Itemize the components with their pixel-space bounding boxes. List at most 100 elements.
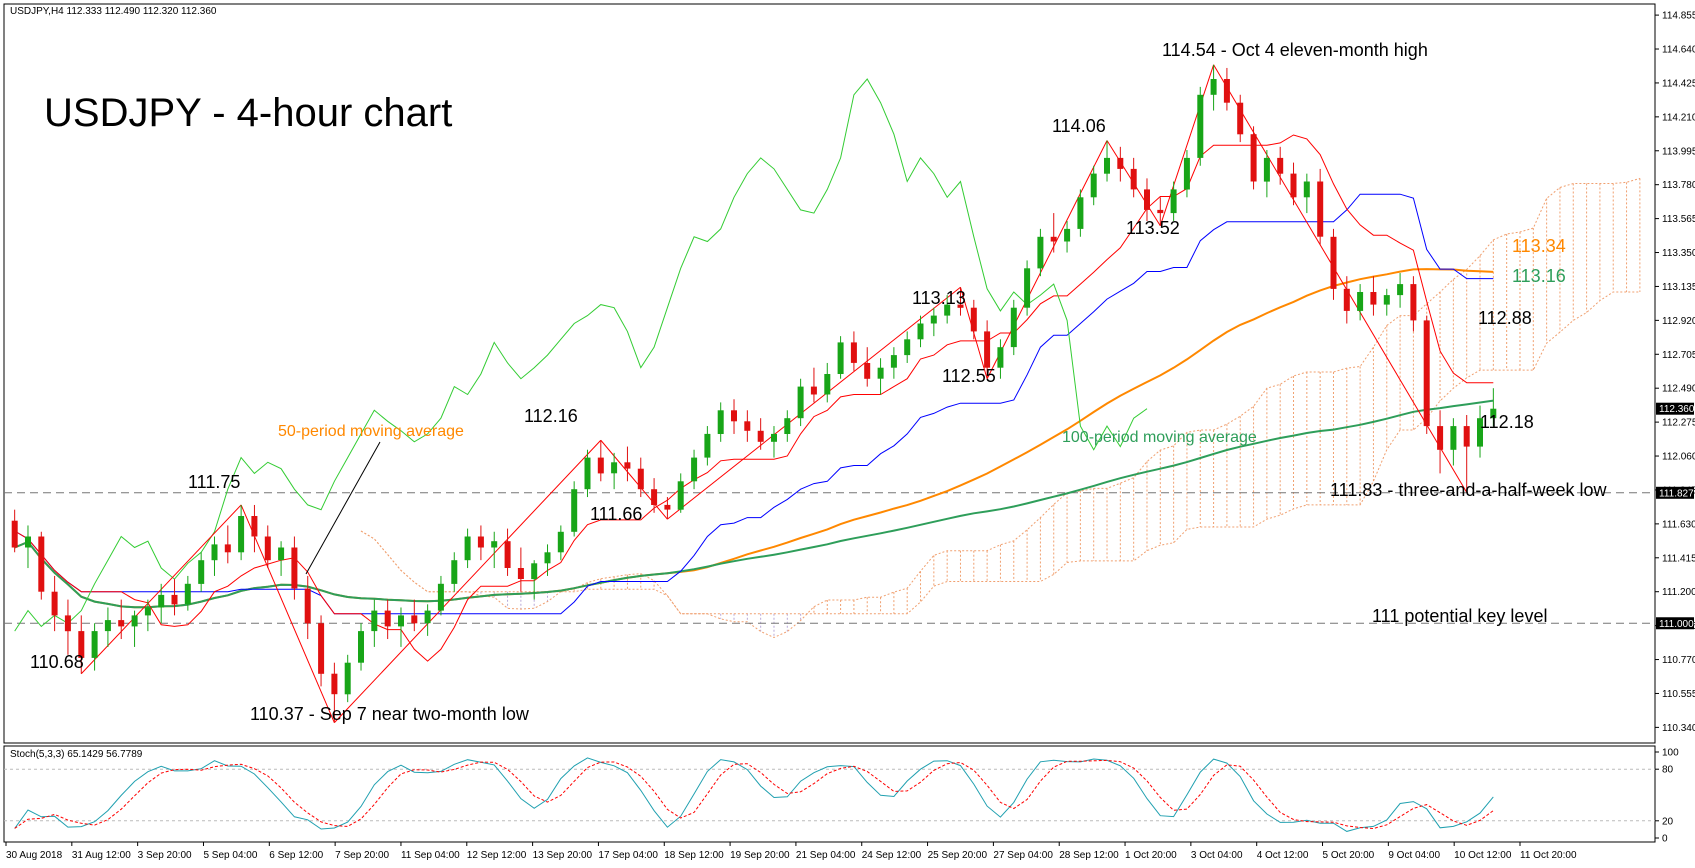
candle-body xyxy=(771,433,777,442)
candle-body xyxy=(1197,94,1204,158)
y-tick-label: 113.135 xyxy=(1662,282,1695,293)
label-112-18: 112.18 xyxy=(1480,412,1534,432)
ma100-line xyxy=(14,399,1494,609)
candle-body xyxy=(331,673,338,695)
candle-body xyxy=(291,547,298,589)
x-tick-label: 31 Aug 12:00 xyxy=(72,850,131,861)
x-tick-label: 12 Sep 12:00 xyxy=(467,850,527,861)
candle-body xyxy=(664,504,671,510)
price-axis: 114.855 114.640 114.425 114.210 113.995 113.7… xyxy=(1655,11,1695,734)
label-ma50: 50-period moving average xyxy=(278,423,464,440)
candle-body xyxy=(904,339,911,356)
candle-body xyxy=(517,568,524,579)
candle-body xyxy=(584,457,591,490)
candle-body xyxy=(224,544,231,553)
candle-body xyxy=(624,462,631,469)
x-tick-label: 18 Sep 12:00 xyxy=(664,850,724,861)
candle-body xyxy=(318,623,325,674)
label-111-83: 111.83 - three-and-a-half-week low xyxy=(1330,480,1607,500)
candle-body xyxy=(171,594,178,605)
y-tick-label: 113.565 xyxy=(1662,214,1695,225)
candle-body xyxy=(731,410,737,422)
candle-body xyxy=(1037,236,1044,269)
candle-body xyxy=(1263,157,1270,182)
candle-body xyxy=(11,520,18,548)
candle-body xyxy=(1157,209,1164,214)
candle-body xyxy=(1343,288,1350,311)
candle-body xyxy=(358,631,364,663)
label-113-13: 113.13 xyxy=(912,288,966,308)
candle-body xyxy=(1477,418,1483,447)
candle-body xyxy=(1317,181,1324,237)
candles xyxy=(11,64,1497,723)
candle-body xyxy=(38,536,45,592)
candle-body xyxy=(384,610,391,627)
x-tick-label: 6 Sep 12:00 xyxy=(269,850,323,861)
candle-body xyxy=(704,433,711,458)
stoch-header: Stoch(5,3,3) 65.1429 56.7789 xyxy=(10,749,143,760)
x-tick-label: 4 Oct 12:00 xyxy=(1257,850,1309,861)
candle-body xyxy=(1130,168,1137,190)
x-tick-label: 3 Sep 20:00 xyxy=(138,850,192,861)
zigzag-segment xyxy=(986,140,1108,379)
x-tick-label: 27 Sep 04:00 xyxy=(993,850,1053,861)
candle-body xyxy=(597,457,604,474)
marked-levels xyxy=(4,492,1655,624)
candle-body xyxy=(1357,292,1364,311)
candle-body xyxy=(784,418,791,434)
candle-body xyxy=(1490,408,1497,419)
main-panel-frame xyxy=(3,3,1656,744)
label-113-34: 113.34 xyxy=(1512,236,1566,256)
candle-body xyxy=(1437,426,1444,450)
label-ma100: 100-period moving average xyxy=(1062,429,1257,446)
candle-body xyxy=(1050,236,1057,242)
candle-body xyxy=(371,610,378,632)
y-tick-label: 113.780 xyxy=(1662,180,1695,191)
candle-body xyxy=(1090,173,1097,198)
stoch-main-line xyxy=(14,757,1494,832)
zigzag-segment xyxy=(600,439,668,520)
x-tick-label: 10 Oct 12:00 xyxy=(1454,850,1512,861)
y-tick-label: 111.630 xyxy=(1662,519,1695,530)
y-tick-label: 112.705 xyxy=(1662,350,1695,361)
candle-body xyxy=(930,315,937,324)
y-tick-label: 112.490 xyxy=(1662,384,1695,395)
candle-body xyxy=(411,615,418,624)
candle-body xyxy=(1370,292,1377,305)
x-tick-label: 9 Oct 04:00 xyxy=(1388,850,1440,861)
chart-title: USDJPY - 4-hour chart xyxy=(44,91,452,135)
ma50-line xyxy=(14,268,1494,609)
candle-body xyxy=(64,615,71,632)
candle-body xyxy=(198,560,205,584)
candle-body xyxy=(1423,320,1430,427)
x-tick-label: 5 Sep 04:00 xyxy=(203,850,257,861)
candle-body xyxy=(1450,426,1457,450)
indicator-lines xyxy=(14,78,1494,662)
candle-body xyxy=(1223,79,1230,103)
candle-body xyxy=(1117,157,1124,169)
candle-body xyxy=(251,516,258,537)
candle-body xyxy=(997,347,1004,368)
tenkan-line xyxy=(14,134,1494,662)
candle-body xyxy=(78,631,85,658)
x-tick-label: 7 Sep 20:00 xyxy=(335,850,389,861)
candle-body xyxy=(398,615,404,627)
label-111-key: 111 potential key level xyxy=(1372,606,1547,626)
candle-body xyxy=(970,307,977,332)
candle-body xyxy=(1250,134,1257,182)
x-tick-label: 3 Oct 04:00 xyxy=(1191,850,1243,861)
stoch-tick-label: 80 xyxy=(1662,765,1674,776)
x-tick-label: 28 Sep 12:00 xyxy=(1059,850,1119,861)
zigzag-segment xyxy=(240,504,335,723)
label-110-68: 110.68 xyxy=(30,652,84,672)
ma50-pointer-line xyxy=(305,441,381,575)
candle-body xyxy=(1277,157,1284,174)
label-114-06: 114.06 xyxy=(1052,116,1106,136)
x-tick-label: 24 Sep 12:00 xyxy=(862,850,922,861)
y-tick-label: 114.855 xyxy=(1662,11,1695,22)
candle-body xyxy=(118,620,125,627)
y-tick-label: 110.770 xyxy=(1662,655,1695,666)
x-tick-label: 5 Oct 20:00 xyxy=(1323,850,1375,861)
candle-body xyxy=(304,588,311,624)
